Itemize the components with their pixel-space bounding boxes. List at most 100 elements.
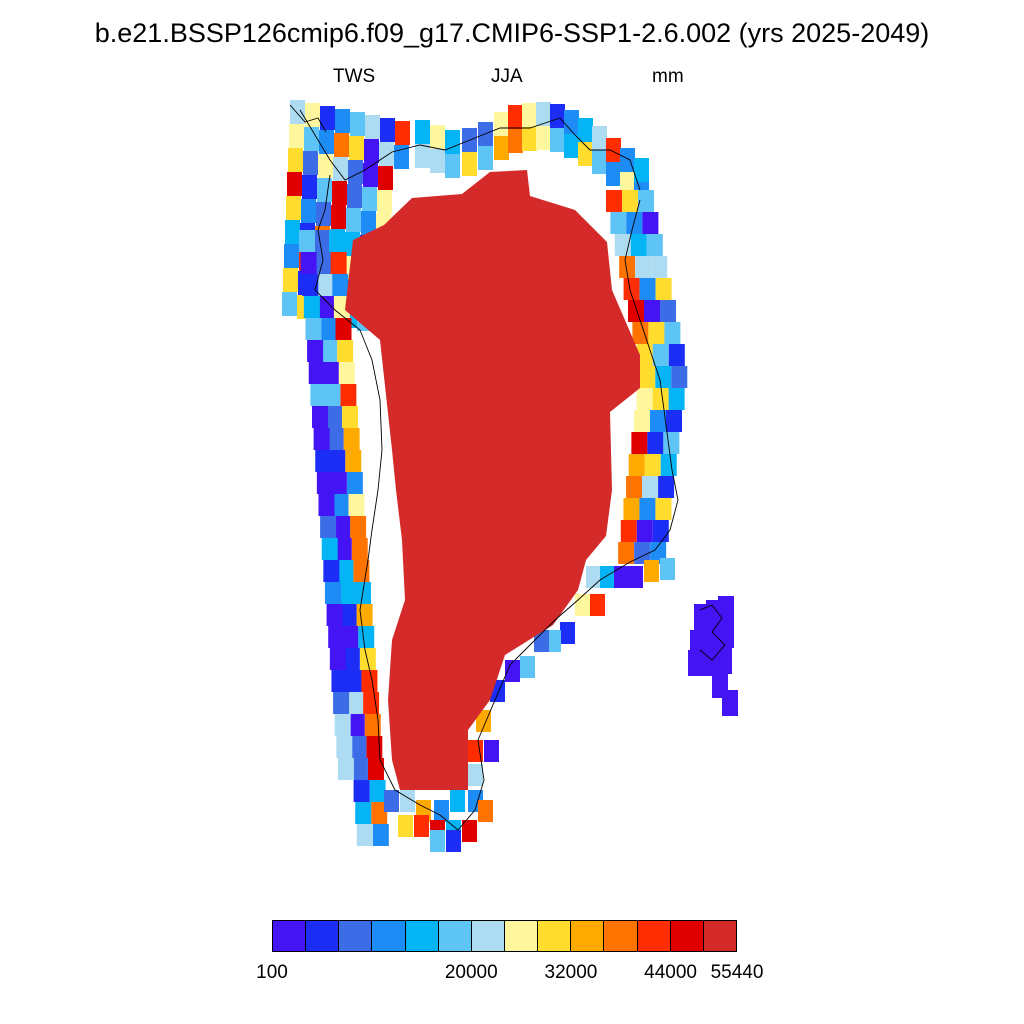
grid-cell	[342, 626, 359, 648]
grid-cell	[311, 406, 328, 428]
grid-cell	[288, 148, 303, 172]
grid-cell	[363, 692, 380, 714]
plot-title: b.e21.BSSP126cmip6.f09_g17.CMIP6-SSP1-2.…	[94, 18, 930, 48]
grid-cell	[380, 118, 395, 142]
grid-cell	[332, 181, 347, 205]
grid-cell	[648, 322, 665, 344]
grid-cell	[522, 103, 537, 127]
grid-cell	[575, 594, 590, 616]
grid-cell	[324, 384, 341, 406]
grid-cell	[430, 149, 445, 173]
variable-label: TWS	[333, 66, 376, 87]
grid-cell	[350, 516, 367, 538]
grid-cell	[337, 340, 354, 362]
grid-cell	[592, 126, 607, 150]
grid-cell	[356, 824, 373, 846]
grid-cell	[445, 130, 460, 154]
grid-cell	[313, 428, 330, 450]
grid-cell	[494, 112, 509, 136]
grid-cell	[304, 127, 319, 151]
grid-cell	[285, 220, 300, 244]
grid-cell	[369, 780, 386, 802]
grid-cell	[578, 142, 593, 166]
grid-cell	[622, 190, 638, 212]
grid-cell	[325, 406, 342, 428]
grid-cell	[639, 498, 656, 520]
grid-cell	[318, 494, 335, 516]
grid-cell	[366, 736, 383, 758]
grid-cell	[468, 764, 483, 786]
grid-cell	[331, 205, 346, 229]
grid-cell	[434, 800, 449, 822]
grid-cell	[614, 566, 629, 588]
grid-cell	[303, 151, 318, 175]
grid-cell	[353, 780, 370, 802]
grid-cell	[327, 428, 344, 450]
colorbar-swatch	[438, 921, 472, 951]
grid-cell	[346, 208, 361, 232]
grid-cell	[508, 129, 523, 153]
grid-cell	[652, 388, 669, 410]
grid-cell	[364, 139, 379, 163]
grid-cell	[620, 148, 635, 172]
grid-cell	[639, 366, 656, 388]
grid-cell	[343, 648, 360, 670]
grid-cell	[286, 196, 301, 220]
grid-cell	[329, 230, 345, 252]
grid-cell	[329, 648, 346, 670]
grid-cell	[655, 366, 672, 388]
grid-cell	[631, 432, 648, 454]
grid-cell	[634, 158, 649, 182]
grid-cell	[430, 830, 445, 852]
season-label: JJA	[491, 66, 523, 87]
grid-cell	[550, 104, 565, 128]
grid-cell	[663, 432, 680, 454]
grid-cell	[282, 292, 297, 316]
grid-cell	[328, 626, 345, 648]
grid-cell	[301, 199, 316, 223]
grid-cell	[628, 454, 645, 476]
grid-cell	[364, 714, 381, 736]
grid-cell	[534, 630, 549, 652]
grid-cell	[647, 432, 664, 454]
grid-cell	[505, 660, 520, 682]
grid-cell	[660, 454, 677, 476]
grid-cell	[636, 520, 653, 542]
grid-cell	[313, 230, 329, 252]
grid-cell	[307, 340, 324, 362]
grid-cell	[361, 670, 378, 692]
grid-cell	[600, 566, 615, 588]
colorbar-tick-label: 44000	[644, 962, 697, 983]
grid-cell	[319, 318, 336, 340]
grid-cell	[384, 790, 399, 812]
grid-cell	[546, 630, 561, 652]
grid-cell	[289, 124, 304, 148]
grid-cell	[356, 604, 373, 626]
grid-cell	[335, 318, 352, 340]
grid-cell	[362, 187, 377, 211]
grid-cell	[415, 120, 430, 144]
grid-cell	[395, 121, 410, 145]
grid-cell	[334, 714, 351, 736]
grid-cell	[337, 560, 354, 582]
grid-cell	[606, 162, 621, 186]
grid-cell	[722, 690, 738, 716]
grid-cell	[642, 476, 659, 498]
grid-cell	[636, 344, 653, 366]
grid-cell	[618, 542, 635, 564]
grid-cell	[345, 450, 362, 472]
grid-cell	[348, 494, 365, 516]
grid-cell	[626, 476, 643, 498]
grid-cell	[644, 454, 661, 476]
grid-cell	[704, 626, 720, 652]
grid-cell	[610, 212, 627, 234]
grid-cell	[287, 172, 302, 196]
grid-cell	[398, 815, 413, 837]
grid-cell	[349, 136, 364, 160]
grid-cell	[330, 472, 347, 494]
grid-cell	[702, 650, 718, 676]
grid-cell	[303, 296, 320, 318]
grid-cell	[668, 388, 685, 410]
grid-cell	[333, 157, 348, 181]
